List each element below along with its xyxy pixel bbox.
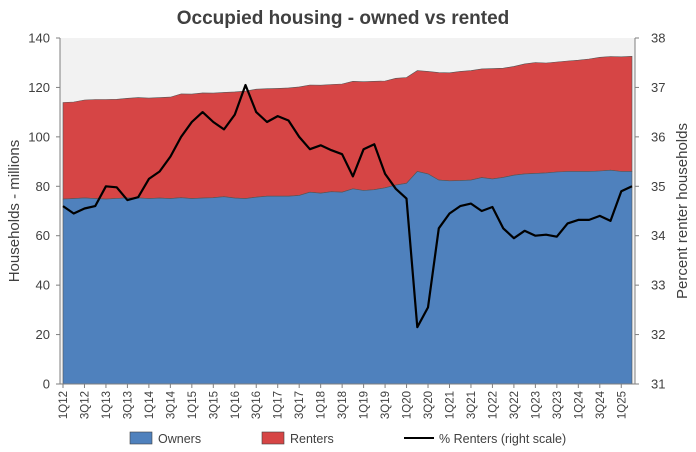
left-tick-label: 40 [36,278,50,293]
x-tick-label: 3Q23 [552,391,564,419]
x-tick-label: 3Q24 [595,390,607,419]
x-tick-label: 1Q15 [187,391,199,419]
left-axis-ticks: 0 20 40 60 80 100 120 140 [28,31,60,392]
right-tick-label: 33 [651,278,665,293]
x-tick-label: 1Q14 [144,390,156,419]
right-tick-label: 37 [651,80,665,95]
x-tick-label: 3Q20 [423,391,435,419]
right-tick-label: 34 [651,228,665,243]
x-tick-label: 1Q16 [230,391,242,419]
right-tick-label: 32 [651,327,665,342]
left-tick-label: 80 [36,179,50,194]
x-tick-label: 1Q20 [402,391,414,419]
x-tick-label: 1Q18 [316,391,328,419]
legend-swatch-owners [129,431,153,445]
x-tick-label: 1Q12 [58,391,70,419]
legend: Owners Renters % Renters (right scale) [129,431,566,446]
left-tick-label: 140 [28,31,50,46]
right-tick-label: 38 [651,31,665,46]
right-axis-ticks: 31 32 33 34 35 36 37 38 [635,31,665,392]
line-series-group [62,83,633,329]
legend-label-renter-pct: % Renters (right scale) [439,432,566,446]
x-tick-label: 3Q14 [165,390,177,419]
x-tick-label: 3Q18 [337,391,349,419]
right-tick-label: 35 [651,179,665,194]
x-tick-label: 3Q22 [509,391,521,419]
owners-area [62,169,633,385]
x-tick-label: 1Q17 [273,391,285,419]
left-tick-label: 60 [36,228,50,243]
x-tick-label: 1Q25 [616,391,628,419]
legend-label-renters: Renters [290,432,334,446]
y2-axis-label: Percent renter households [674,123,691,299]
legend-label-owners: Owners [158,432,201,446]
x-axis-ticks: 1Q12 3Q12 1Q13 3Q13 1Q14 3Q14 1Q15 3Q15 1Q16 3Q16… [58,384,628,419]
x-tick-label: 3Q15 [208,391,220,419]
legend-swatch-renters [261,431,285,445]
y-axis-label: Households - millions [6,140,23,283]
left-tick-label: 120 [28,80,50,95]
right-tick-label: 31 [651,377,665,392]
x-tick-label: 3Q16 [251,391,263,419]
x-tick-label: 1Q24 [573,390,585,419]
x-tick-label: 3Q21 [466,391,478,419]
x-tick-label: 3Q19 [380,391,392,419]
chart-title: Occupied housing - owned vs rented [177,8,510,29]
x-tick-label: 1Q22 [487,391,499,419]
x-tick-label: 1Q23 [530,391,542,419]
x-tick-label: 3Q17 [294,391,306,419]
left-tick-label: 20 [36,327,50,342]
right-tick-label: 36 [651,129,665,144]
area-series-group [62,55,633,385]
left-tick-label: 0 [43,377,50,392]
left-tick-label: 100 [28,129,50,144]
x-tick-label: 1Q21 [445,391,457,419]
x-tick-label: 3Q12 [80,391,92,419]
x-tick-label: 3Q13 [122,391,134,419]
x-tick-label: 1Q13 [101,391,113,419]
x-tick-label: 1Q19 [359,391,371,419]
renter-pct-line [62,83,633,329]
